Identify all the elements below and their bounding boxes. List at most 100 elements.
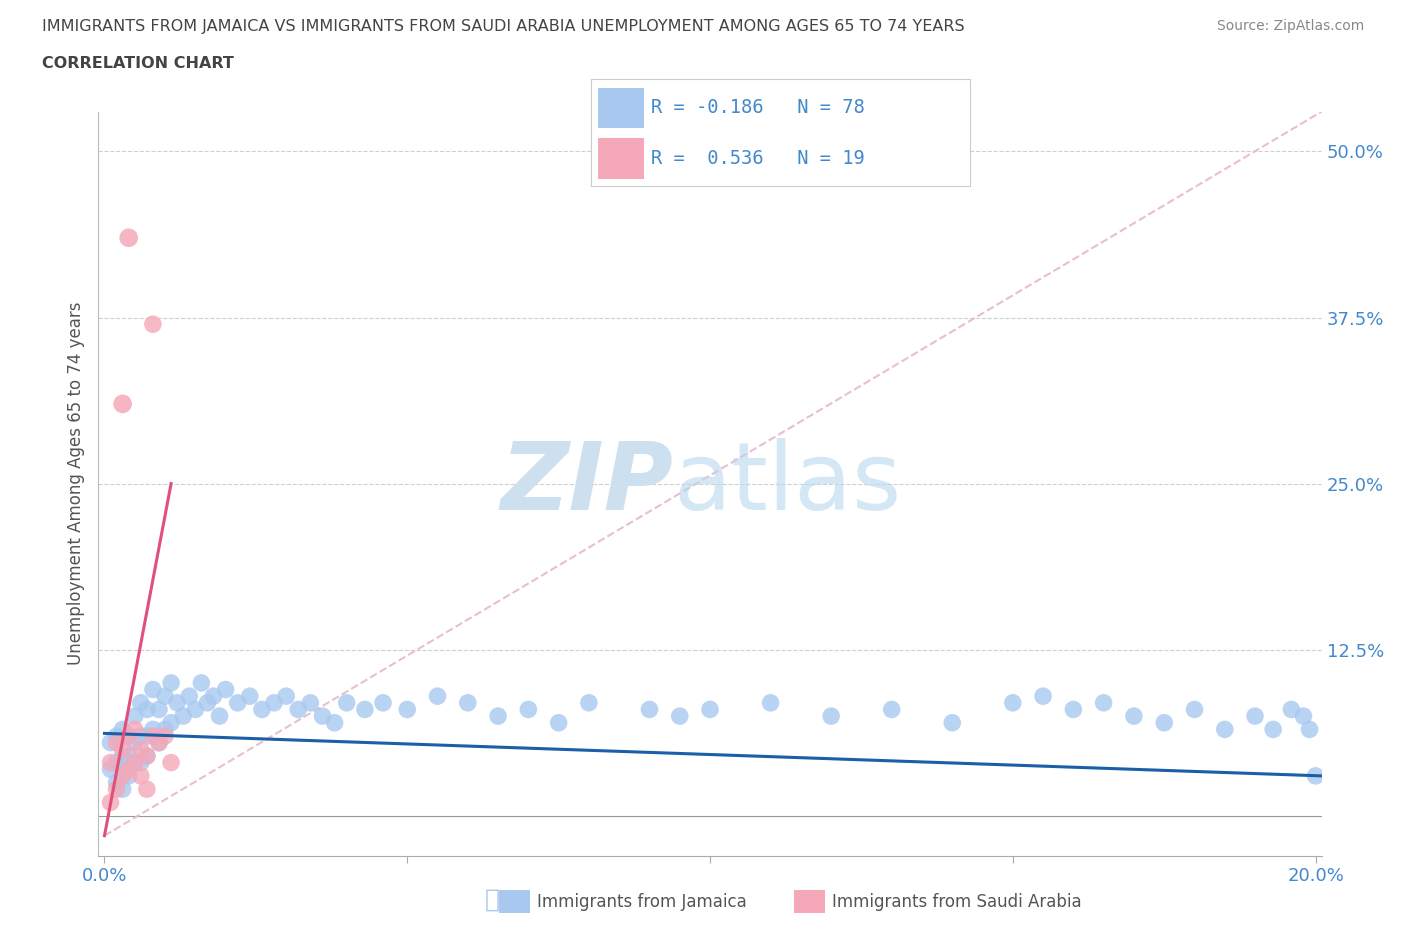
Point bbox=[299, 696, 322, 711]
Point bbox=[396, 702, 419, 717]
Y-axis label: Unemployment Among Ages 65 to 74 years: Unemployment Among Ages 65 to 74 years bbox=[66, 302, 84, 665]
Point bbox=[250, 702, 273, 717]
Point bbox=[135, 749, 157, 764]
Point bbox=[124, 709, 146, 724]
Point bbox=[142, 682, 165, 697]
Point bbox=[100, 755, 122, 770]
Point bbox=[941, 715, 963, 730]
Point bbox=[118, 749, 141, 764]
Point bbox=[226, 696, 249, 711]
Point bbox=[1153, 715, 1175, 730]
Point bbox=[118, 231, 141, 246]
Text: ⬜: ⬜ bbox=[485, 887, 499, 911]
Point bbox=[135, 702, 157, 717]
Point bbox=[184, 702, 207, 717]
Point bbox=[111, 722, 134, 737]
Point bbox=[1279, 702, 1302, 717]
Point bbox=[354, 702, 377, 717]
Point bbox=[153, 689, 176, 704]
Point bbox=[129, 768, 152, 783]
Point bbox=[160, 675, 183, 690]
Point bbox=[578, 696, 600, 711]
Point bbox=[129, 696, 152, 711]
Point bbox=[172, 709, 194, 724]
FancyBboxPatch shape bbox=[598, 138, 644, 179]
Point bbox=[124, 755, 146, 770]
Point bbox=[105, 775, 128, 790]
Point bbox=[1092, 696, 1115, 711]
Point bbox=[517, 702, 540, 717]
Point bbox=[1292, 709, 1315, 724]
Point bbox=[142, 728, 165, 743]
Point bbox=[1001, 696, 1024, 711]
Text: Immigrants from Jamaica: Immigrants from Jamaica bbox=[537, 893, 747, 911]
Point bbox=[1122, 709, 1144, 724]
Point bbox=[148, 736, 170, 751]
Point bbox=[118, 728, 141, 743]
Point bbox=[323, 715, 346, 730]
Text: CORRELATION CHART: CORRELATION CHART bbox=[42, 56, 233, 71]
Point bbox=[276, 689, 298, 704]
Point bbox=[100, 736, 122, 751]
Point bbox=[148, 736, 170, 751]
Point bbox=[1032, 689, 1054, 704]
Text: Source: ZipAtlas.com: Source: ZipAtlas.com bbox=[1216, 19, 1364, 33]
Point bbox=[105, 782, 128, 797]
Text: R =  0.536   N = 19: R = 0.536 N = 19 bbox=[651, 149, 865, 167]
Point bbox=[638, 702, 661, 717]
Point bbox=[111, 782, 134, 797]
Point bbox=[111, 762, 134, 777]
Point bbox=[202, 689, 225, 704]
Point bbox=[880, 702, 903, 717]
Point bbox=[118, 762, 141, 777]
Point bbox=[148, 702, 170, 717]
Point bbox=[1305, 768, 1327, 783]
Text: IMMIGRANTS FROM JAMAICA VS IMMIGRANTS FROM SAUDI ARABIA UNEMPLOYMENT AMONG AGES : IMMIGRANTS FROM JAMAICA VS IMMIGRANTS FR… bbox=[42, 19, 965, 33]
Point bbox=[129, 728, 152, 743]
Point bbox=[208, 709, 231, 724]
Point bbox=[1213, 722, 1236, 737]
Point bbox=[124, 755, 146, 770]
Point bbox=[263, 696, 285, 711]
Point bbox=[129, 755, 152, 770]
Point bbox=[142, 722, 165, 737]
Point bbox=[820, 709, 842, 724]
Point bbox=[371, 696, 394, 711]
Point bbox=[336, 696, 359, 711]
Point bbox=[1298, 722, 1320, 737]
Point bbox=[457, 696, 479, 711]
Point bbox=[160, 755, 183, 770]
Point bbox=[118, 728, 141, 743]
Point bbox=[699, 702, 721, 717]
Point bbox=[160, 715, 183, 730]
Point bbox=[426, 689, 449, 704]
Point bbox=[190, 675, 212, 690]
Point bbox=[124, 736, 146, 751]
Point bbox=[153, 728, 176, 743]
Point bbox=[547, 715, 569, 730]
Point bbox=[135, 782, 157, 797]
Point bbox=[287, 702, 309, 717]
Point bbox=[1263, 722, 1285, 737]
Point bbox=[105, 755, 128, 770]
Text: R = -0.186   N = 78: R = -0.186 N = 78 bbox=[651, 99, 865, 117]
Point bbox=[486, 709, 509, 724]
Point bbox=[1184, 702, 1206, 717]
Point bbox=[214, 682, 236, 697]
Point bbox=[142, 317, 165, 332]
Point bbox=[197, 696, 219, 711]
Text: Immigrants from Saudi Arabia: Immigrants from Saudi Arabia bbox=[832, 893, 1083, 911]
Text: atlas: atlas bbox=[673, 438, 901, 529]
Point bbox=[100, 762, 122, 777]
Point bbox=[668, 709, 690, 724]
Point bbox=[111, 768, 134, 783]
Point bbox=[1062, 702, 1084, 717]
Point bbox=[100, 795, 122, 810]
Point bbox=[124, 722, 146, 737]
Point bbox=[111, 396, 134, 411]
Point bbox=[118, 768, 141, 783]
Point bbox=[105, 728, 128, 743]
Point bbox=[153, 722, 176, 737]
Point bbox=[111, 742, 134, 757]
Point bbox=[129, 742, 152, 757]
